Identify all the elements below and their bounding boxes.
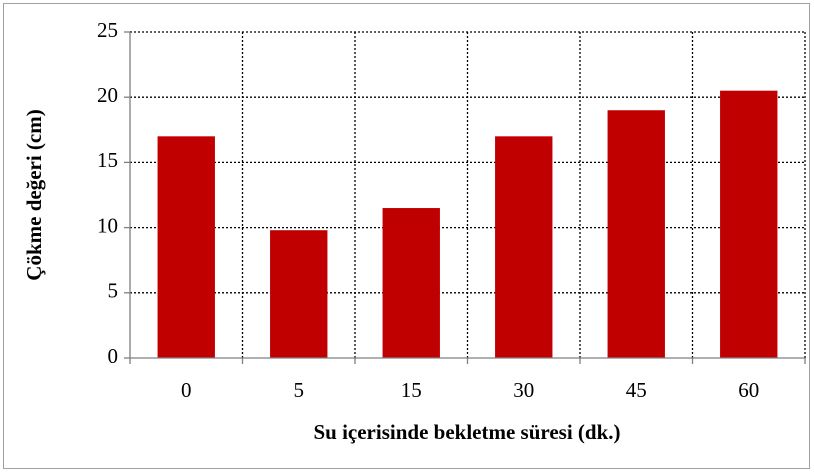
y-tick-label: 10 [97, 213, 118, 237]
bar [720, 90, 778, 359]
y-tick-label: 5 [108, 279, 119, 303]
y-tick-label: 20 [97, 83, 118, 107]
x-tick-label: 0 [181, 378, 192, 402]
y-tick-label: 15 [97, 148, 118, 172]
x-tick-label: 5 [294, 378, 305, 402]
y-tick-label: 25 [97, 18, 118, 42]
bar [382, 208, 440, 358]
bar [157, 136, 215, 358]
bar [495, 136, 553, 358]
x-tick-label: 30 [513, 378, 534, 402]
bar [270, 230, 328, 358]
x-tick-label: 15 [401, 378, 422, 402]
x-tick-label: 45 [626, 378, 647, 402]
y-axis-label: Çökme değeri (cm) [22, 109, 46, 280]
y-tick-label: 0 [108, 344, 119, 368]
x-tick-label: 60 [738, 378, 759, 402]
x-axis-label: Su içerisinde bekletme süresi (dk.) [313, 420, 620, 444]
bar [607, 110, 665, 359]
